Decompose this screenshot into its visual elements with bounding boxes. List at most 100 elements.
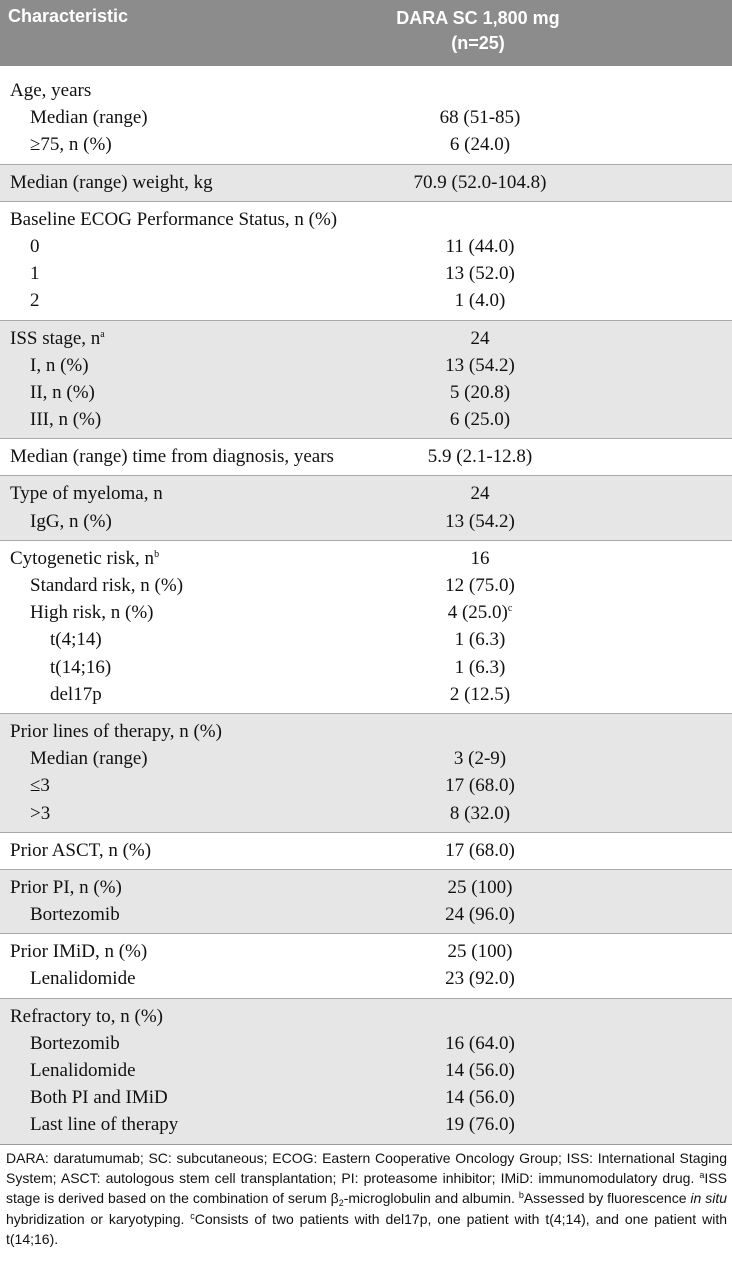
value-text: 5.9 (2.1-12.8) <box>427 446 533 468</box>
table-row: Last line of therapy 19 (76.0) <box>0 1111 732 1138</box>
row-value: 12 (75.0) <box>360 572 600 599</box>
footnote-text: hybridization or karyotyping. <box>6 1210 191 1227</box>
row-value: 2 (12.5) <box>360 681 600 708</box>
table-row: High risk, n (%) 4 (25.0)c <box>0 599 732 626</box>
value-text: 4 (25.0) <box>447 602 508 624</box>
row-label: Median (range) <box>30 104 148 131</box>
row-value: 13 (54.2) <box>360 352 600 379</box>
label-text: Median (range) weight, kg <box>10 171 213 193</box>
row-label: I, n (%) <box>30 352 89 379</box>
table-row: Prior ASCT, n (%) 17 (68.0) <box>0 837 732 864</box>
label-text: Prior IMiD, n (%) <box>10 941 148 963</box>
label-text: Type of myeloma, n <box>10 483 163 505</box>
value-text: 70.9 (52.0-104.8) <box>413 171 547 193</box>
table-row: t(4;14) 1 (6.3) <box>0 626 732 653</box>
label-text: Median (range) time from diagnosis, year… <box>10 446 334 468</box>
value-text: 17 (68.0) <box>445 839 515 861</box>
row-label: Baseline ECOG Performance Status, n (%) <box>10 206 337 233</box>
table-row: Baseline ECOG Performance Status, n (%) <box>0 206 732 233</box>
row-label: t(4;14) <box>50 626 102 653</box>
header-line: DARA SC 1,800 mg <box>396 8 560 28</box>
table-row: t(14;16) 1 (6.3) <box>0 654 732 681</box>
footnote-sup: c <box>190 1210 195 1221</box>
value-text: 1 (6.3) <box>454 629 506 651</box>
row-value: 5 (20.8) <box>360 379 600 406</box>
row-value: 1 (6.3) <box>360 626 600 653</box>
row-group: Type of myeloma, n 24 IgG, n (%) 13 (54.2) <box>0 475 732 540</box>
table-row: 2 1 (4.0) <box>0 287 732 314</box>
footnote-italic: in situ <box>690 1190 728 1207</box>
label-text: Lenalidomide <box>30 968 136 990</box>
label-text: ≤3 <box>30 775 50 797</box>
label-text: Both PI and IMiD <box>30 1087 168 1109</box>
table-row: Lenalidomide 23 (92.0) <box>0 965 732 992</box>
value-text: 14 (56.0) <box>445 1087 515 1109</box>
row-label: Prior ASCT, n (%) <box>10 837 151 864</box>
label-text: ISS stage, n <box>10 327 101 349</box>
label-text: Bortezomib <box>30 1032 120 1054</box>
header-cell: DARA SC 1,800 mg (n=25) <box>360 6 596 56</box>
row-label: Age, years <box>10 77 91 104</box>
table-row: Lenalidomide 14 (56.0) <box>0 1057 732 1084</box>
label-text: II, n (%) <box>30 381 95 403</box>
label-text: Prior PI, n (%) <box>10 876 122 898</box>
label-text: 2 <box>30 290 40 312</box>
row-value: 14 (56.0) <box>360 1084 600 1111</box>
row-value: 1 (6.3) <box>360 654 600 681</box>
value-text: 24 <box>470 483 490 505</box>
row-value: 17 (68.0) <box>360 772 600 799</box>
row-label: IgG, n (%) <box>30 508 112 535</box>
table-row: ≤3 17 (68.0) <box>0 772 732 799</box>
row-value: 13 (54.2) <box>360 508 600 535</box>
table-row: Age, years <box>0 77 732 104</box>
footnote-text: -microglobulin and albumin. <box>343 1190 519 1207</box>
row-value: 24 (96.0) <box>360 901 600 928</box>
label-text: Standard risk, n (%) <box>30 575 184 596</box>
row-group: ISS stage, na 24 I, n (%) 13 (54.2) II, n (%… <box>0 319 732 439</box>
table-row: Both PI and IMiD 14 (56.0) <box>0 1084 732 1111</box>
row-value: 17 (68.0) <box>360 837 600 864</box>
label-text: >3 <box>30 802 51 824</box>
label-text: Lenalidomide <box>30 1060 136 1081</box>
table-row: Refractory to, n (%) <box>0 1003 732 1030</box>
footnote-text: DARA: daratumumab; SC: subcutaneous; ECO… <box>6 1149 727 1186</box>
row-label: Median (range) <box>30 745 148 772</box>
row-value: 13 (52.0) <box>360 260 600 287</box>
label-text: Median (range) <box>30 107 148 129</box>
row-value: 24 <box>360 480 600 507</box>
row-value: 6 (25.0) <box>360 406 600 433</box>
value-text: 2 (12.5) <box>449 683 511 705</box>
label-text: Age, years <box>10 80 92 101</box>
value-text: 13 (52.0) <box>445 263 515 285</box>
label-text: ≥75, n (%) <box>30 134 112 156</box>
row-group: Baseline ECOG Performance Status, n (%) 0… <box>0 200 732 320</box>
row-value: 14 (56.0) <box>360 1057 600 1084</box>
label-text: Prior lines of therapy, n (%) <box>10 720 222 742</box>
row-label: t(14;16) <box>50 654 111 681</box>
row-label: ≥75, n (%) <box>30 131 112 158</box>
row-group: Age, years Median (range) 68 (51-85) ≥75, n… <box>0 66 732 164</box>
row-label: Lenalidomide <box>30 1057 136 1084</box>
label-text: IgG, n (%) <box>30 510 112 532</box>
value-text: 11 (44.0) <box>445 235 515 257</box>
table-row: IgG, n (%) 13 (54.2) <box>0 508 732 535</box>
label-text: III, n (%) <box>30 409 102 431</box>
table-header: Characteristic DARA SC 1,800 mg (n=25) <box>0 0 732 66</box>
row-value: 3 (2-9) <box>360 745 600 772</box>
row-label: ISS stage, na <box>10 325 105 352</box>
footnote: DARA: daratumumab; SC: subcutaneous; ECO… <box>0 1145 732 1250</box>
row-label: >3 <box>30 800 50 827</box>
header-line: (n=25) <box>451 33 505 53</box>
table-row: Bortezomib 24 (96.0) <box>0 901 732 928</box>
footnote-sup: a <box>699 1169 705 1180</box>
row-value: 23 (92.0) <box>360 965 600 992</box>
label-text: Bortezomib <box>30 904 120 926</box>
value-footnote-mark: c <box>507 603 513 615</box>
footnote-sup: b <box>518 1190 524 1201</box>
value-text: 14 (56.0) <box>445 1060 515 1081</box>
footnote-sub: 2 <box>338 1198 344 1209</box>
table-row: Bortezomib 16 (64.0) <box>0 1030 732 1057</box>
value-text: 24 <box>470 327 490 349</box>
row-label: ≤3 <box>30 772 50 799</box>
row-label: Median (range) time from diagnosis, year… <box>10 443 334 470</box>
